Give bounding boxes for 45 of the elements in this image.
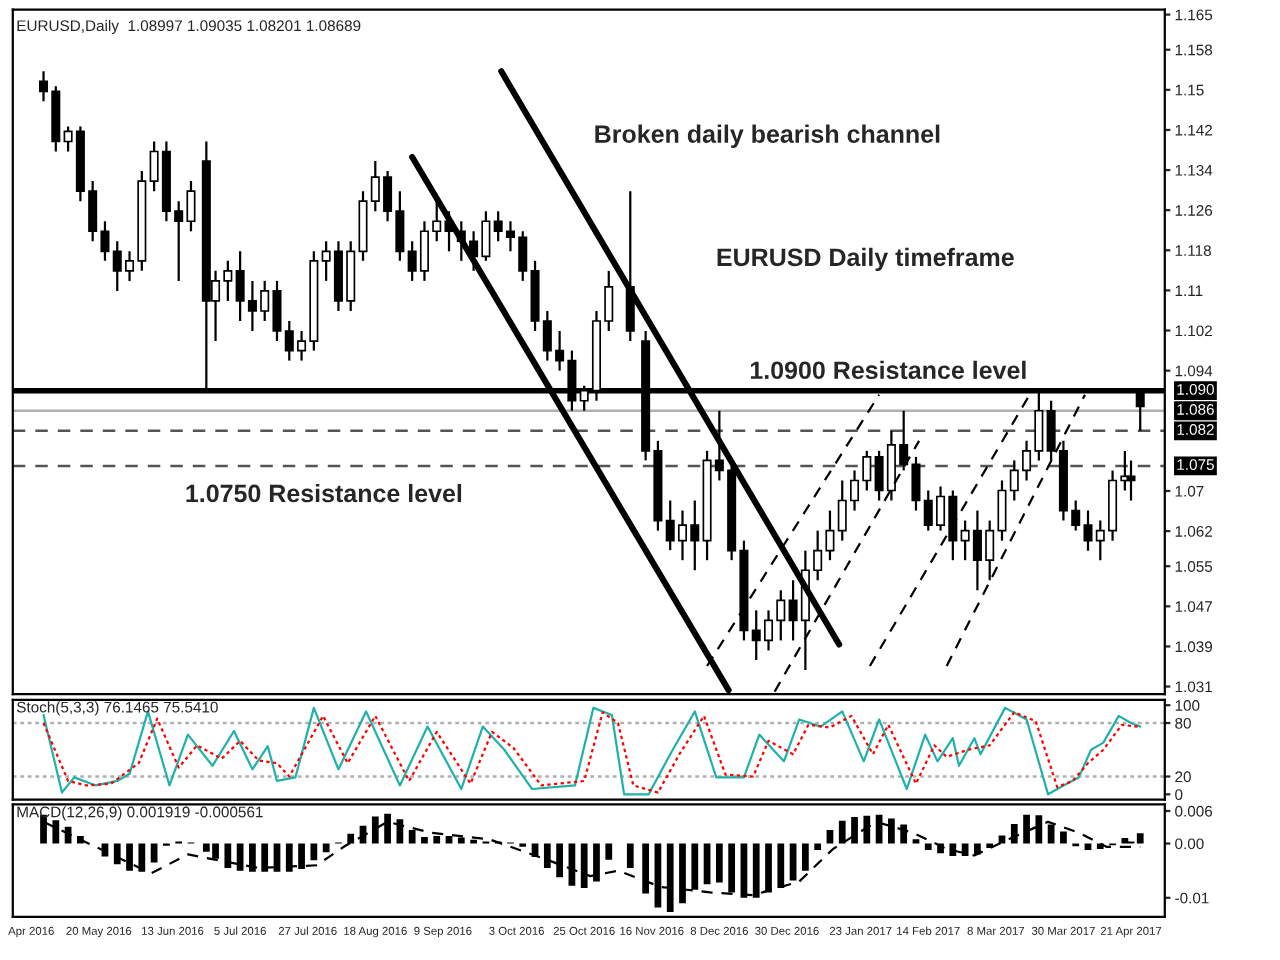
bar <box>974 843 981 855</box>
bar <box>285 843 293 872</box>
bar <box>126 843 133 871</box>
bar <box>249 843 256 872</box>
bar <box>77 835 84 844</box>
bar <box>236 843 244 871</box>
bar <box>347 833 355 844</box>
bar <box>924 843 932 851</box>
annotation: Broken daily bearish channel <box>595 124 940 148</box>
bar <box>691 843 699 890</box>
bar <box>261 843 269 872</box>
bar <box>777 843 785 889</box>
bar <box>322 843 330 853</box>
bar <box>408 829 416 844</box>
bar <box>457 837 465 844</box>
bar <box>138 843 146 872</box>
bar <box>802 843 809 871</box>
bar <box>580 843 588 889</box>
bar <box>937 843 944 854</box>
bar <box>310 843 318 861</box>
bar <box>1060 831 1067 844</box>
bar <box>949 843 957 857</box>
bar <box>1096 843 1104 849</box>
bar <box>433 835 441 844</box>
bar <box>445 835 453 844</box>
annotation: 1.0750 Resistance level <box>186 483 462 503</box>
bar <box>543 843 551 868</box>
bar <box>715 843 723 883</box>
bar <box>556 843 563 878</box>
candlestick <box>1126 459 1136 502</box>
candlestick <box>1046 399 1056 462</box>
bar <box>626 843 634 868</box>
bar <box>224 843 232 868</box>
annotation: EURUSD Daily timeframe <box>717 247 1014 272</box>
bar <box>421 837 428 844</box>
bar <box>298 843 305 870</box>
bar <box>998 835 1006 844</box>
bar <box>814 843 822 851</box>
bar <box>605 843 613 860</box>
annotation: 1.0900 Resistance level <box>750 360 1026 380</box>
bar <box>593 843 600 882</box>
bar <box>826 829 834 844</box>
bar <box>1136 833 1144 844</box>
bar <box>113 843 121 865</box>
bar <box>1121 838 1129 844</box>
